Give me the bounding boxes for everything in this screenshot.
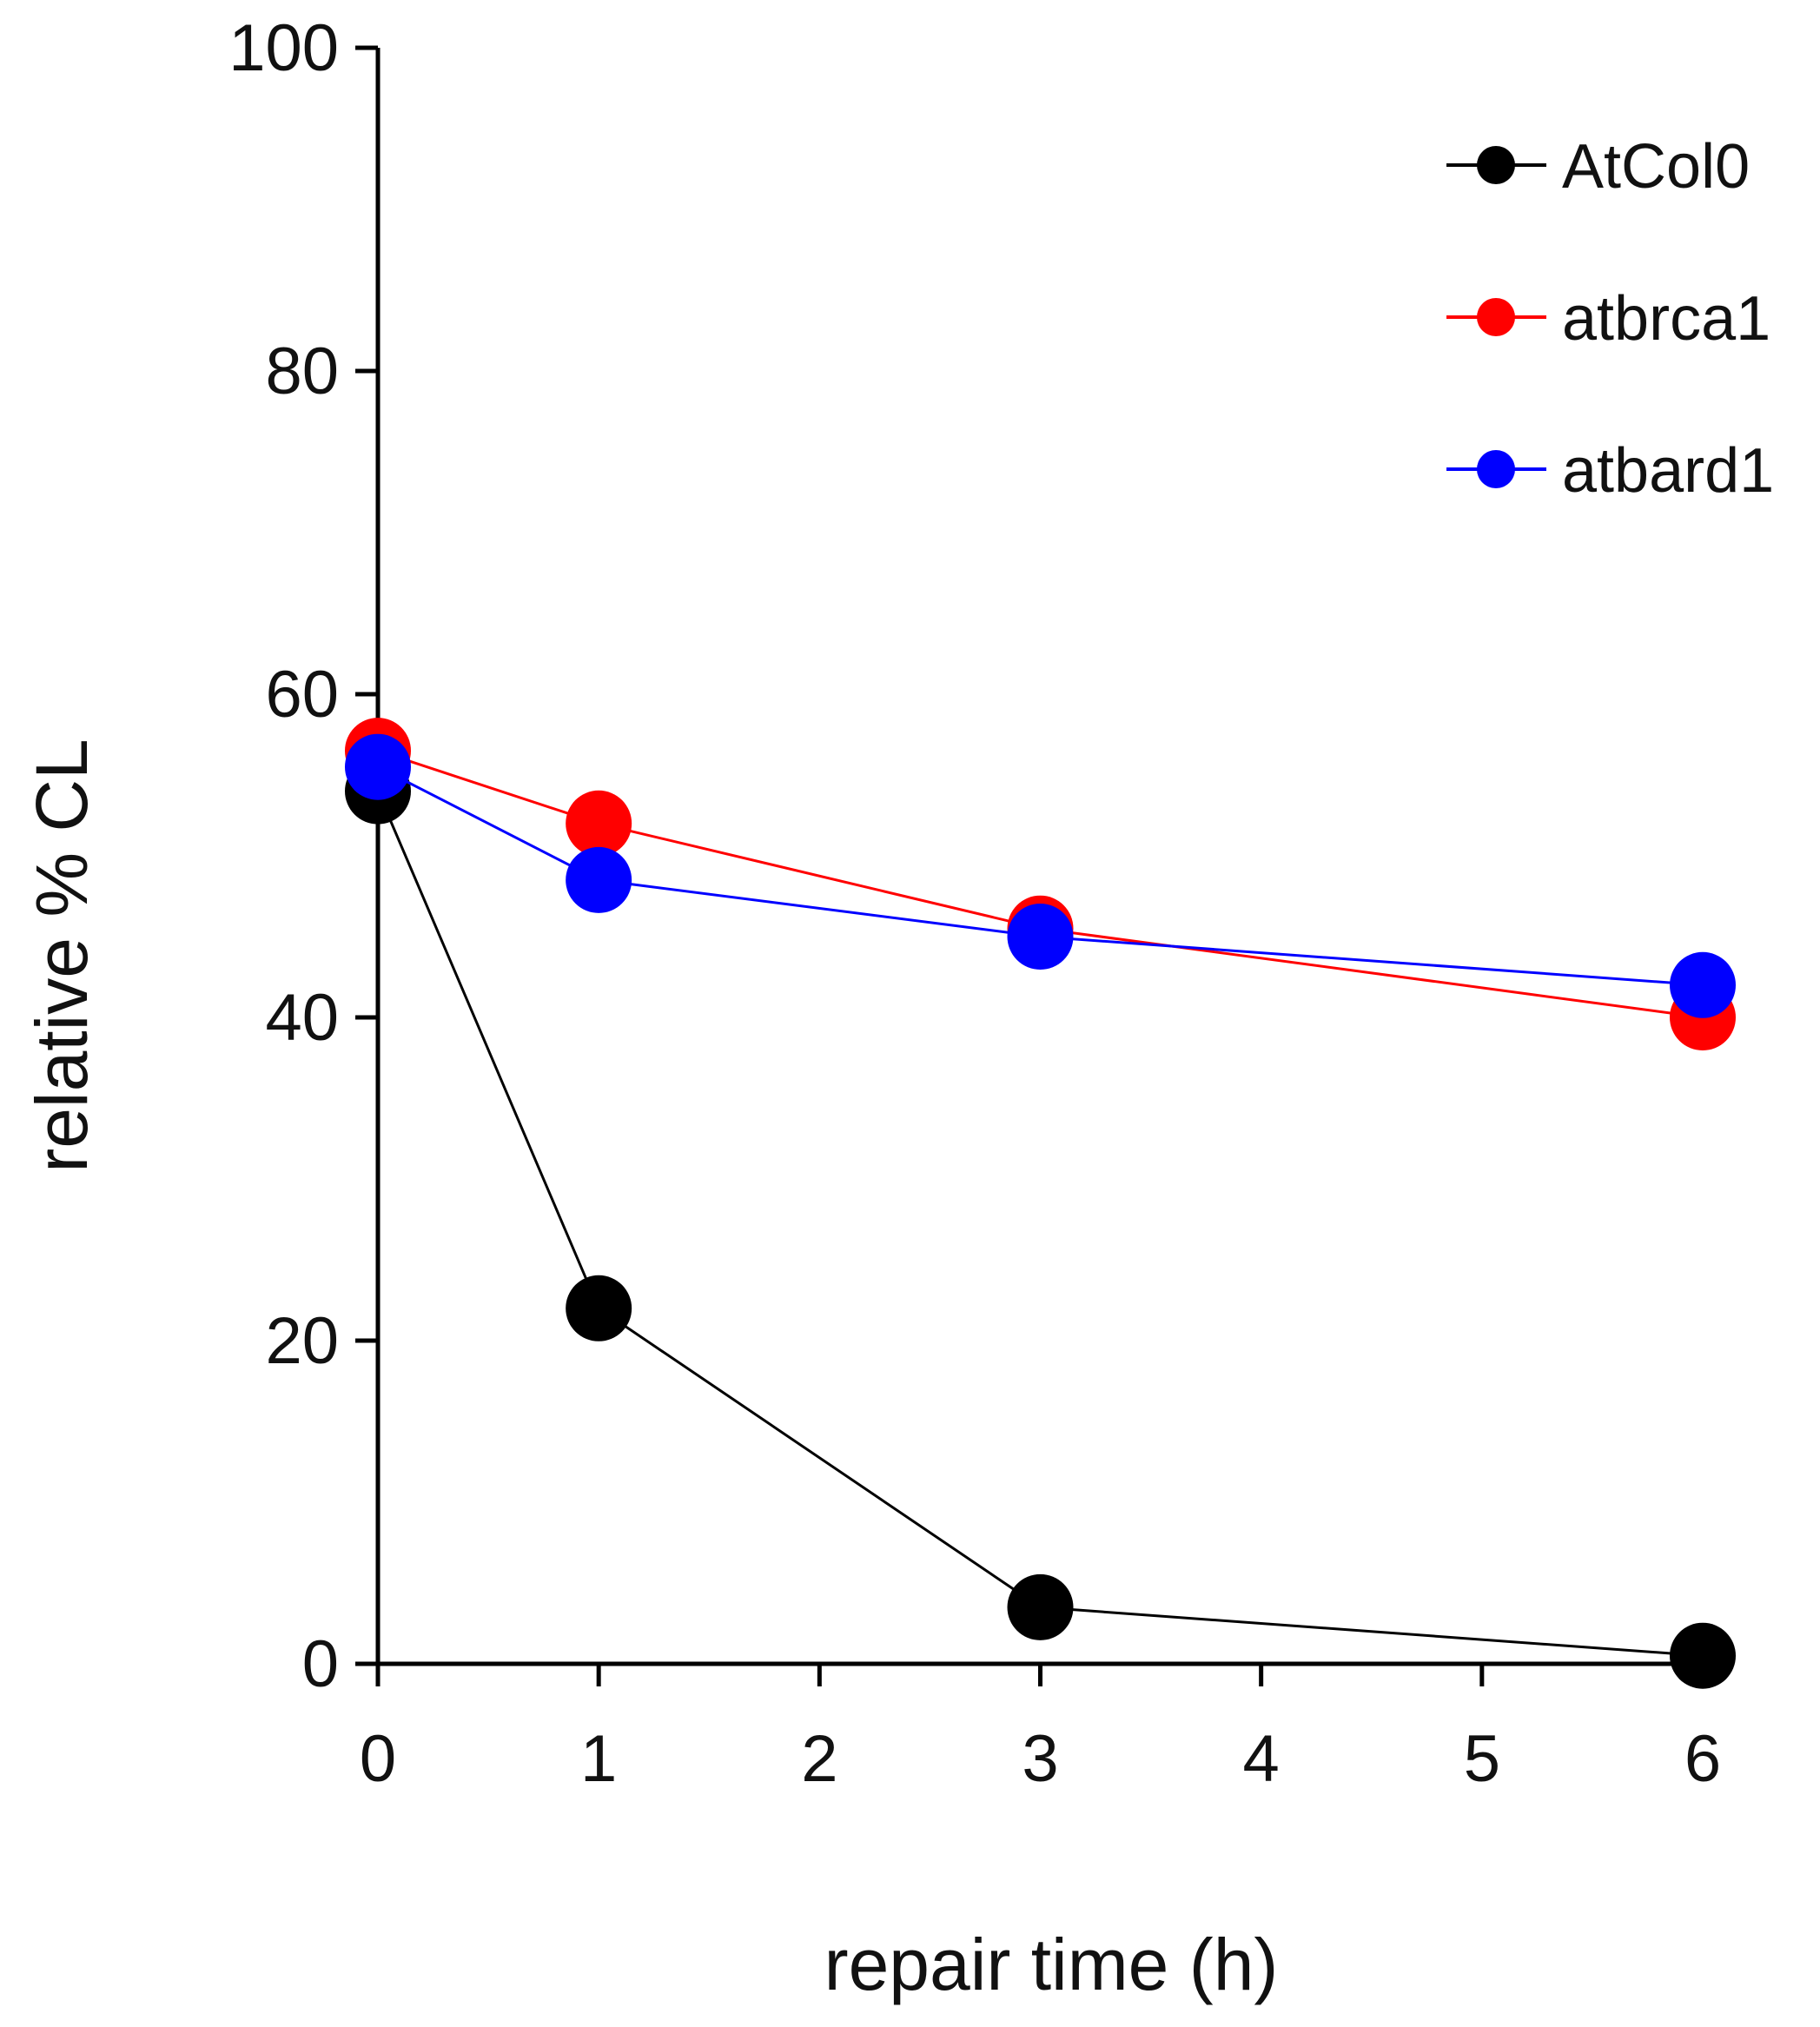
data-point-atbard1 <box>566 846 632 913</box>
series-atbard1 <box>345 733 1736 1018</box>
x-tick-label: 1 <box>580 1722 617 1796</box>
x-tick-label: 2 <box>801 1722 837 1796</box>
legend-label: atbard1 <box>1562 436 1774 506</box>
y-tick-label: 20 <box>265 1304 339 1378</box>
legend-item-atbard1: atbard1 <box>1446 436 1774 506</box>
legend-marker <box>1477 146 1515 184</box>
legend-marker <box>1477 450 1515 488</box>
y-axis-title: relative % CL <box>21 739 103 1173</box>
data-point-atbard1 <box>345 733 411 800</box>
y-tick-label: 40 <box>265 981 339 1055</box>
data-point-AtCol0 <box>1670 1622 1736 1689</box>
legend: AtCol0 atbrca1 atbard1 <box>1446 132 1774 506</box>
series-line-atbard1 <box>377 765 1704 987</box>
x-tick-label: 5 <box>1464 1722 1500 1796</box>
series-line-AtCol0 <box>376 791 1704 1658</box>
data-point-atbrca1 <box>566 790 632 857</box>
data-point-AtCol0 <box>1007 1573 1074 1640</box>
legend-item-AtCol0: AtCol0 <box>1446 132 1750 202</box>
x-tick-label: 4 <box>1243 1722 1280 1796</box>
data-point-atbard1 <box>1670 951 1736 1018</box>
y-tick-label: 60 <box>265 658 339 732</box>
x-tick-label: 0 <box>360 1722 396 1796</box>
legend-marker <box>1477 298 1515 336</box>
series-line-atbrca1 <box>377 749 1704 1019</box>
y-tick-label: 100 <box>228 11 339 85</box>
legend-label: AtCol0 <box>1562 132 1750 202</box>
axes: 0 20 40 60 80 100 0 1 2 3 4 5 6 <box>228 11 1721 1796</box>
x-tick-label: 3 <box>1022 1722 1058 1796</box>
y-tick-label: 80 <box>265 335 339 408</box>
data-point-AtCol0 <box>566 1275 632 1341</box>
legend-label: atbrca1 <box>1562 284 1770 354</box>
x-tick-label: 6 <box>1684 1722 1721 1796</box>
legend-item-atbrca1: atbrca1 <box>1446 284 1770 354</box>
series-layer <box>345 718 1736 1689</box>
y-tick-label: 0 <box>302 1627 339 1701</box>
x-axis-title: repair time (h) <box>824 1924 1279 2005</box>
series-atbrca1 <box>345 718 1736 1050</box>
data-point-atbard1 <box>1007 904 1074 970</box>
